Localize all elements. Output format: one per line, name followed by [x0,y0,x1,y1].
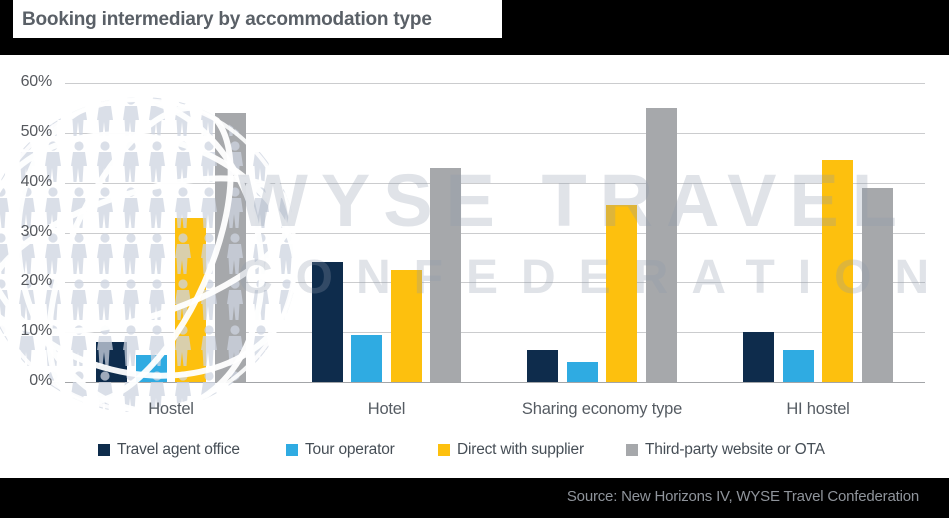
y-axis-tick-label: 0% [29,372,52,389]
bar-hostel-direct-with-supplier [175,217,207,382]
bar-sharing-economy-type-tour-operator [566,362,598,382]
legend-item-direct-with-supplier: Direct with supplier [438,441,584,459]
bar-sharing-economy-type-direct-with-supplier [606,205,638,382]
page-title: Booking intermediary by accommodation ty… [22,9,432,30]
bar-hi-hostel-third-party-website-or-ota [861,187,893,382]
bar-hotel-tour-operator [351,334,383,382]
legend-item-third-party-website-or-ota: Third-party website or OTA [626,441,825,459]
x-axis-category-label: Hotel [367,400,406,418]
y-axis-tick-label: 60% [20,73,53,90]
y-axis-tick-label: 40% [20,172,53,190]
legend-label: Direct with supplier [457,441,584,458]
bar-hi-hostel-travel-agent-office [743,332,775,382]
bar-hotel-direct-with-supplier [390,269,422,382]
bar-hostel-travel-agent-office [96,342,128,382]
legend-swatch-icon [626,444,638,456]
bar-chart: 0% 10% 20% 30% 40% 50% 60% Hostel Hotel Sharing e… [0,55,949,478]
legend-label: Third-party website or OTA [645,441,825,458]
gridline-30% [65,232,925,234]
gridline-40% [65,182,925,184]
legend-item-travel-agent-office: Travel agent office [98,441,240,459]
legend-label: Tour operator [305,441,395,458]
gridline-20% [65,282,925,284]
gridline-60% [65,83,925,84]
bar-hotel-third-party-website-or-ota [430,167,462,382]
y-axis-tick-label: 30% [20,222,53,240]
gridline-50% [65,132,925,134]
bar-hi-hostel-tour-operator [782,349,814,382]
footer-band: Source: New Horizons IV, WYSE Travel Con… [0,478,949,518]
bar-hostel-tour-operator [135,354,167,382]
bar-hi-hostel-direct-with-supplier [822,160,854,382]
x-axis-category-label: HI hostel [786,400,850,418]
x-axis-category-label: Sharing economy type [521,400,683,418]
y-axis-tick-label: 50% [20,122,53,140]
legend-swatch-icon [438,444,450,456]
legend-item-tour-operator: Tour operator [286,441,395,459]
y-axis-tick-label: 10% [20,322,53,340]
bar-hostel-third-party-website-or-ota [214,112,246,382]
bar-sharing-economy-type-travel-agent-office [527,349,559,382]
y-axis-tick-label: 20% [20,272,53,290]
gridline-10% [65,332,925,334]
title-box [13,0,502,38]
bar-hotel-travel-agent-office [311,262,343,382]
legend-swatch-icon [286,444,298,456]
x-axis-category-label: Hostel [148,400,194,418]
legend-swatch-icon [98,444,110,456]
legend-label: Travel agent office [117,441,240,458]
gridline-0% [65,382,925,383]
source-attribution: Source: New Horizons IV, WYSE Travel Con… [566,488,919,505]
bar-sharing-economy-type-third-party-website-or-ota [645,107,677,382]
